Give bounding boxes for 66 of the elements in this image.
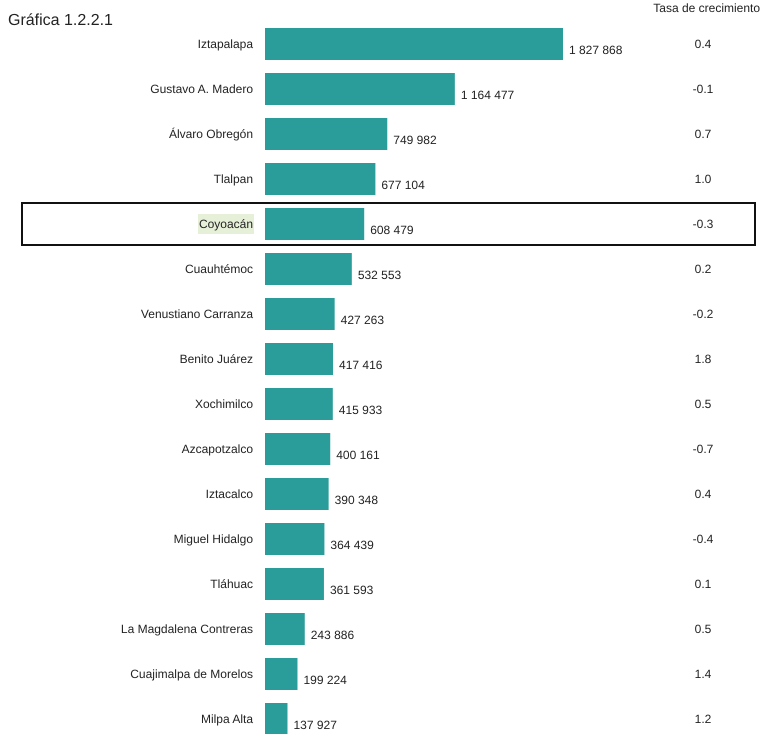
y-tick-label: Tlalpan [214, 172, 253, 186]
y-tick-label: Venustiano Carranza [140, 307, 254, 321]
data-label: 1.0 [694, 172, 712, 186]
data-label: 361 593 [330, 583, 374, 597]
data-label: 1 827 868 [569, 43, 623, 57]
y-tick-label: La Magdalena Contreras [120, 622, 253, 636]
bar [265, 343, 334, 375]
data-label: 427 263 [340, 313, 384, 327]
bar [265, 658, 298, 690]
data-label: 364 439 [330, 538, 374, 552]
data-label: 243 886 [310, 628, 354, 642]
data-label: -0.3 [692, 217, 714, 231]
bar [265, 28, 563, 60]
data-label: 1.8 [694, 352, 712, 366]
data-label: 417 416 [339, 358, 383, 372]
y-tick-label: Milpa Alta [200, 712, 254, 726]
data-label: 677 104 [381, 178, 426, 192]
bar [265, 703, 288, 734]
y-tick-label: Coyoacán [198, 217, 253, 231]
text: Gráfica 1.2.2.1 [8, 12, 114, 29]
data-label: 0.5 [694, 397, 712, 411]
bar [265, 523, 324, 555]
bar [265, 478, 329, 510]
y-tick-label: Xochimilco [194, 397, 254, 411]
data-label: 400 161 [336, 448, 380, 462]
data-label: 749 982 [393, 133, 437, 147]
data-label: 1 164 477 [460, 88, 515, 102]
data-label: 0.7 [694, 127, 712, 141]
y-tick-label: Álvaro Obregón [168, 127, 253, 141]
y-tick-label: Azcapotzalco [182, 442, 254, 456]
bar [265, 613, 305, 645]
data-label: 0.5 [694, 622, 712, 636]
y-tick-label: Iztacalco [206, 487, 254, 501]
bar [265, 73, 455, 105]
y-tick-label: Miguel Hidalgo [174, 532, 254, 546]
data-label: 0.2 [694, 262, 712, 276]
data-label: 390 348 [334, 493, 378, 507]
data-label: -0.1 [692, 82, 714, 96]
data-label: 137 927 [293, 718, 338, 732]
text: Tasa de crecimiento [653, 1, 760, 15]
data-label: 0.4 [694, 487, 712, 501]
data-label: 199 224 [303, 673, 348, 687]
bar [265, 298, 335, 330]
data-label: -0.4 [692, 532, 714, 546]
bar [265, 433, 330, 465]
data-label: 0.1 [694, 577, 712, 591]
data-label: -0.2 [692, 307, 714, 321]
y-tick-label: Benito Juárez [180, 352, 253, 366]
bar [265, 118, 388, 150]
y-tick-label: Iztapalapa [198, 37, 254, 51]
bar [265, 208, 364, 240]
y-tick-label: Gustavo A. Madero [150, 82, 254, 96]
bar [265, 388, 333, 420]
bar [265, 568, 324, 600]
bar [265, 253, 352, 285]
bar [265, 163, 376, 195]
data-label: 0.4 [694, 37, 712, 51]
data-label: 1.2 [694, 712, 712, 726]
data-label: 532 553 [358, 268, 402, 282]
data-label: -0.7 [692, 442, 714, 456]
data-label: 1.4 [694, 667, 712, 681]
y-tick-label: Tláhuac [210, 577, 253, 591]
y-tick-label: Cuauhtémoc [184, 262, 253, 276]
data-label: 415 933 [338, 403, 383, 417]
y-tick-label: Cuajimalpa de Morelos [130, 667, 253, 681]
data-label: 608 479 [370, 223, 414, 237]
